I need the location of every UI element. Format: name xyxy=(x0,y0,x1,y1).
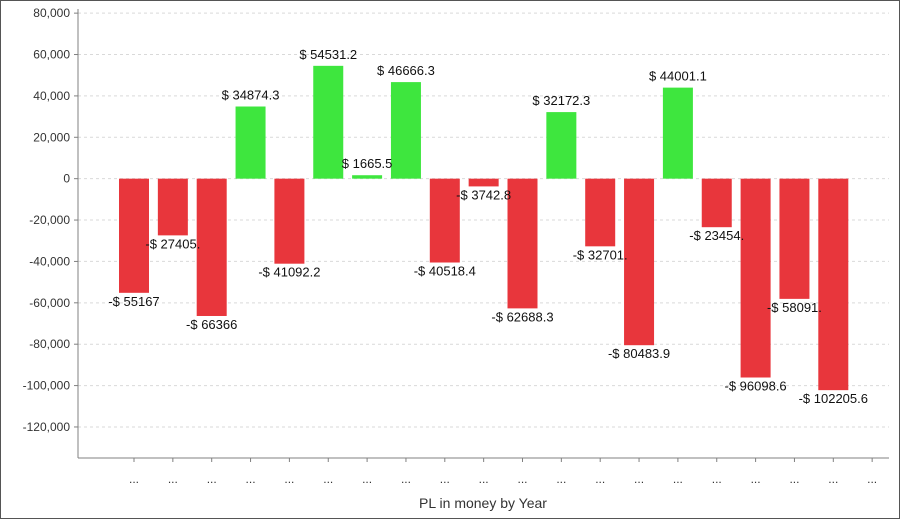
bar xyxy=(546,112,577,179)
bars xyxy=(119,65,849,391)
x-tick-label: ... xyxy=(595,472,605,486)
x-tick-label: ... xyxy=(401,472,411,486)
data-label: $ 54531.2 xyxy=(299,47,357,62)
x-axis-title: PL in money by Year xyxy=(419,495,547,511)
bar xyxy=(313,65,344,179)
x-tick-label: ... xyxy=(168,472,178,486)
y-tick-label: 0 xyxy=(63,172,70,186)
data-label: -$ 27405. xyxy=(145,236,200,251)
y-tick-label: 80,000 xyxy=(33,6,70,20)
x-tick-label: ... xyxy=(246,472,256,486)
y-tick-labels: 80,000 60,000 40,000 20,000 0 -20,000 -40,000 -… xyxy=(23,6,78,434)
x-tick-label: ... xyxy=(789,472,799,486)
bar xyxy=(624,178,655,346)
bar xyxy=(779,178,810,299)
data-label: $ 44001.1 xyxy=(649,69,707,84)
x-tick-label: ... xyxy=(284,472,294,486)
data-labels: -$ 55167 -$ 27405. -$ 66366 $ 34874.3 -$ 410… xyxy=(108,47,868,406)
x-tick-labels: ........................................… xyxy=(129,458,877,486)
bar xyxy=(740,178,771,378)
data-label: $ 32172.3 xyxy=(532,93,590,108)
data-label: -$ 23454. xyxy=(689,228,744,243)
y-tick-label: 60,000 xyxy=(33,48,70,62)
bar xyxy=(390,82,421,179)
bar xyxy=(818,178,849,391)
y-tick-label: -80,000 xyxy=(29,337,70,351)
x-tick-label: ... xyxy=(556,472,566,486)
data-label: $ 46666.3 xyxy=(377,63,435,78)
data-label: -$ 55167 xyxy=(108,294,159,309)
x-tick-label: ... xyxy=(634,472,644,486)
bar xyxy=(119,178,149,293)
y-tick-label: 40,000 xyxy=(33,89,70,103)
bar xyxy=(701,178,732,228)
x-tick-label: ... xyxy=(479,472,489,486)
data-label: -$ 3742.8 xyxy=(456,187,511,202)
x-tick-label: ... xyxy=(207,472,217,486)
x-tick-label: ... xyxy=(517,472,527,486)
bar xyxy=(274,178,305,264)
data-label: -$ 58091. xyxy=(767,300,822,315)
data-label: -$ 32701. xyxy=(573,247,628,262)
bar xyxy=(662,87,693,179)
bar xyxy=(196,178,227,316)
data-label: -$ 80483.9 xyxy=(608,346,670,361)
y-tick-label: -20,000 xyxy=(29,213,70,227)
bar xyxy=(157,178,188,236)
x-tick-label: ... xyxy=(751,472,761,486)
bar xyxy=(352,175,383,179)
bar xyxy=(235,106,266,179)
x-tick-label: ... xyxy=(129,472,139,486)
data-label: -$ 62688.3 xyxy=(491,309,553,324)
x-tick-label: ... xyxy=(712,472,722,486)
x-tick-label: ... xyxy=(673,472,683,486)
x-tick-label: ... xyxy=(362,472,372,486)
data-label: -$ 96098.6 xyxy=(725,379,787,394)
y-tick-label: -60,000 xyxy=(29,296,70,310)
x-tick-label: ... xyxy=(440,472,450,486)
y-tick-label: -120,000 xyxy=(23,420,71,434)
y-tick-label: -100,000 xyxy=(23,379,71,393)
x-tick-label: ... xyxy=(867,472,877,486)
bar xyxy=(507,178,538,309)
data-label: $ 1665.5 xyxy=(342,156,393,171)
x-tick-label: ... xyxy=(323,472,333,486)
data-label: -$ 41092.2 xyxy=(258,265,320,280)
data-label: $ 34874.3 xyxy=(222,88,280,103)
y-tick-label: -40,000 xyxy=(29,254,70,268)
data-label: -$ 40518.4 xyxy=(414,264,476,279)
y-tick-label: 20,000 xyxy=(33,130,70,144)
x-tick-label: ... xyxy=(828,472,838,486)
bar xyxy=(468,178,499,187)
bar xyxy=(585,178,616,247)
bar xyxy=(429,178,460,263)
data-label: -$ 102205.6 xyxy=(799,391,868,406)
data-label: -$ 66366 xyxy=(186,317,237,332)
